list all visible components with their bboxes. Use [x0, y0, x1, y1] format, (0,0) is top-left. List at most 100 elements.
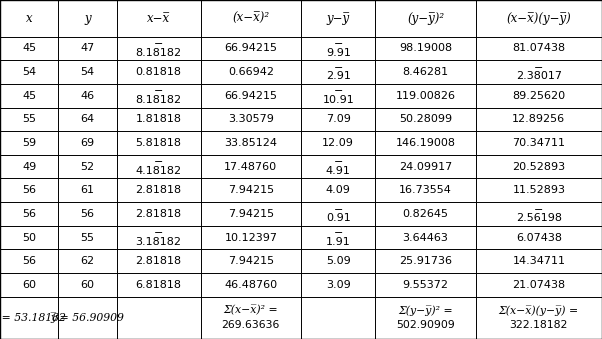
Text: 16.73554: 16.73554: [399, 185, 452, 195]
Text: −: −: [154, 228, 163, 238]
Text: −: −: [534, 63, 544, 73]
Text: 5.81818: 5.81818: [135, 138, 182, 148]
Text: y−y̅: y−y̅: [327, 12, 350, 25]
Text: 1.81818: 1.81818: [135, 114, 182, 124]
Text: 2.91: 2.91: [326, 71, 350, 81]
Text: 20.52893: 20.52893: [512, 162, 565, 172]
Text: (x−x̅)(y−y̅): (x−x̅)(y−y̅): [506, 12, 571, 25]
Text: 4.18182: 4.18182: [135, 166, 182, 176]
Text: 59: 59: [22, 138, 36, 148]
Text: 2.56198: 2.56198: [516, 213, 562, 223]
Text: −: −: [334, 228, 343, 238]
Text: 10.91: 10.91: [322, 95, 354, 105]
Text: 6.07438: 6.07438: [516, 233, 562, 242]
Text: 2.81818: 2.81818: [135, 185, 182, 195]
Text: 52: 52: [80, 162, 95, 172]
Text: 7.94215: 7.94215: [228, 256, 274, 266]
Text: 81.07438: 81.07438: [512, 43, 565, 54]
Text: 119.00826: 119.00826: [396, 91, 456, 101]
Text: 8.18182: 8.18182: [135, 48, 182, 58]
Text: 2.81818: 2.81818: [135, 256, 182, 266]
Text: Σ(x−x̅)(y−y̅) =: Σ(x−x̅)(y−y̅) =: [499, 305, 579, 316]
Text: 64: 64: [80, 114, 95, 124]
Text: x̅ = 53.18182: x̅ = 53.18182: [0, 313, 66, 323]
Text: 146.19008: 146.19008: [396, 138, 456, 148]
Text: 60: 60: [22, 280, 36, 290]
Text: −: −: [334, 157, 343, 167]
Text: 56: 56: [81, 209, 95, 219]
Text: (y−y̅)²: (y−y̅)²: [407, 12, 444, 25]
Text: 70.34711: 70.34711: [512, 138, 565, 148]
Text: 98.19008: 98.19008: [399, 43, 452, 54]
Text: Σ(y−y̅)² =: Σ(y−y̅)² =: [399, 305, 453, 316]
Text: 56: 56: [22, 256, 36, 266]
Text: 46: 46: [80, 91, 95, 101]
Text: 4.91: 4.91: [326, 166, 350, 176]
Text: y̅ = 56.90909: y̅ = 56.90909: [51, 313, 125, 323]
Text: 66.94215: 66.94215: [225, 43, 278, 54]
Text: 3.18182: 3.18182: [135, 237, 182, 247]
Text: −: −: [154, 157, 163, 167]
Text: x: x: [26, 12, 33, 25]
Text: 12.89256: 12.89256: [512, 114, 565, 124]
Text: 322.18182: 322.18182: [510, 320, 568, 331]
Text: 5.09: 5.09: [326, 256, 350, 266]
Text: 60: 60: [81, 280, 95, 290]
Text: 10.12397: 10.12397: [225, 233, 278, 242]
Text: 56: 56: [22, 185, 36, 195]
Text: 8.18182: 8.18182: [135, 95, 182, 105]
Text: 4.09: 4.09: [326, 185, 350, 195]
Text: 8.46281: 8.46281: [403, 67, 448, 77]
Text: y: y: [84, 12, 91, 25]
Text: 47: 47: [80, 43, 95, 54]
Text: 45: 45: [22, 91, 36, 101]
Text: 11.52893: 11.52893: [512, 185, 565, 195]
Text: 0.66942: 0.66942: [228, 67, 274, 77]
Text: 62: 62: [80, 256, 95, 266]
Text: 69: 69: [80, 138, 95, 148]
Text: 3.09: 3.09: [326, 280, 350, 290]
Text: 6.81818: 6.81818: [135, 280, 182, 290]
Text: 502.90909: 502.90909: [396, 320, 455, 331]
Text: 9.55372: 9.55372: [403, 280, 448, 290]
Text: 0.82645: 0.82645: [403, 209, 448, 219]
Text: 269.63636: 269.63636: [222, 320, 280, 331]
Text: 56: 56: [22, 209, 36, 219]
Text: 54: 54: [22, 67, 36, 77]
Text: 0.91: 0.91: [326, 213, 350, 223]
Text: 21.07438: 21.07438: [512, 280, 565, 290]
Text: 7.09: 7.09: [326, 114, 350, 124]
Text: 61: 61: [81, 185, 95, 195]
Text: −: −: [334, 39, 343, 49]
Text: 17.48760: 17.48760: [225, 162, 278, 172]
Text: 25.91736: 25.91736: [399, 256, 452, 266]
Text: −: −: [334, 63, 343, 73]
Text: 2.81818: 2.81818: [135, 209, 182, 219]
Text: 50: 50: [22, 233, 36, 242]
Text: 54: 54: [80, 67, 95, 77]
Text: 55: 55: [81, 233, 95, 242]
Text: −: −: [154, 39, 163, 49]
Text: 3.64463: 3.64463: [403, 233, 448, 242]
Text: (x−x̅)²: (x−x̅)²: [232, 12, 270, 25]
Text: x−x̅: x−x̅: [147, 12, 170, 25]
Text: −: −: [154, 86, 163, 97]
Text: −: −: [334, 205, 343, 215]
Text: Σ(x−x̅)² =: Σ(x−x̅)² =: [223, 305, 278, 315]
Text: 33.85124: 33.85124: [225, 138, 278, 148]
Text: 1.91: 1.91: [326, 237, 350, 247]
Text: 0.81818: 0.81818: [135, 67, 182, 77]
Text: 12.09: 12.09: [322, 138, 354, 148]
Text: −: −: [334, 86, 343, 97]
Text: 89.25620: 89.25620: [512, 91, 565, 101]
Text: −: −: [534, 205, 544, 215]
Text: 66.94215: 66.94215: [225, 91, 278, 101]
Text: 50.28099: 50.28099: [399, 114, 452, 124]
Text: 49: 49: [22, 162, 36, 172]
Text: 45: 45: [22, 43, 36, 54]
Text: 55: 55: [22, 114, 36, 124]
Text: 24.09917: 24.09917: [399, 162, 452, 172]
Text: 46.48760: 46.48760: [225, 280, 278, 290]
Text: 2.38017: 2.38017: [516, 71, 562, 81]
Text: 7.94215: 7.94215: [228, 185, 274, 195]
